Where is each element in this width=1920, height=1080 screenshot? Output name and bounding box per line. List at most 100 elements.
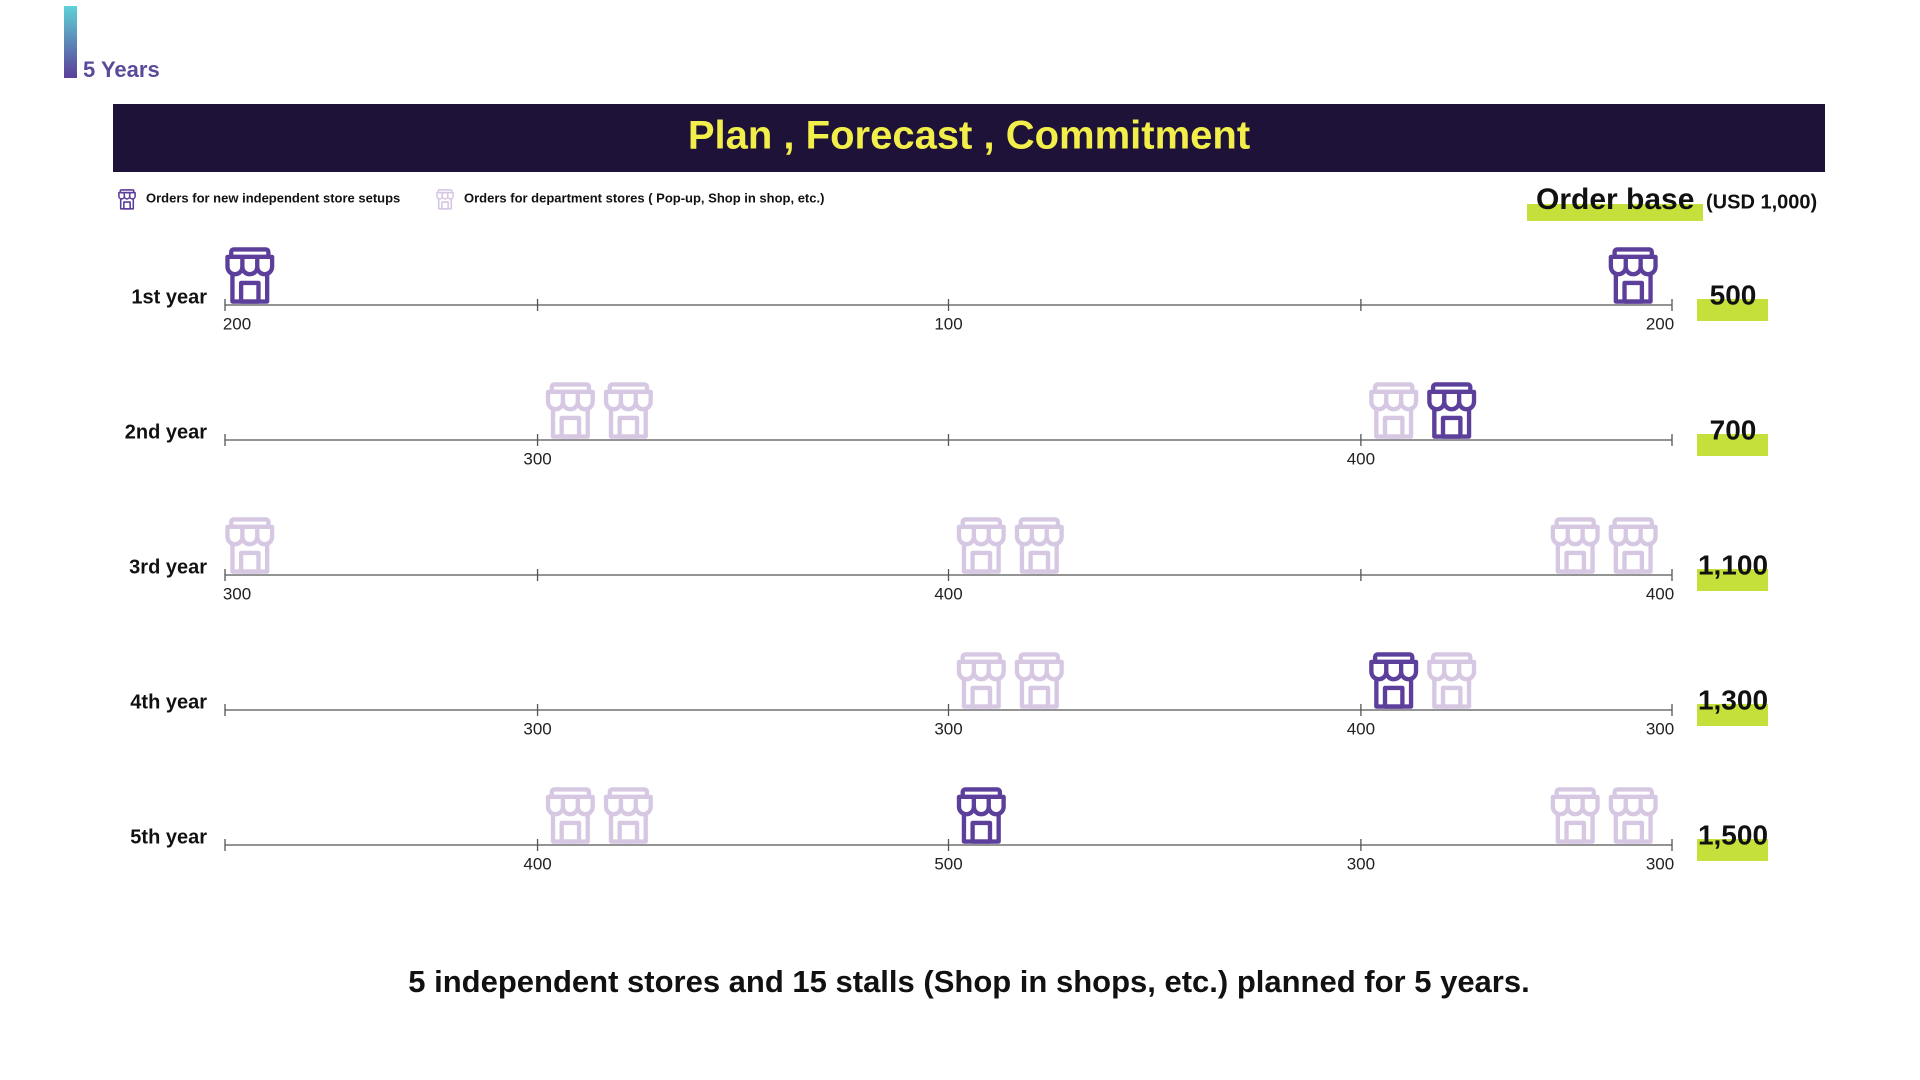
icon-body bbox=[1555, 543, 1595, 574]
tick-label: 500 bbox=[934, 854, 962, 873]
icon-door bbox=[617, 415, 640, 439]
icon-awning bbox=[1369, 659, 1419, 682]
icon-awning bbox=[1608, 524, 1658, 547]
year-label: 4th year bbox=[130, 691, 207, 713]
store-icon bbox=[1608, 517, 1658, 574]
store-icon bbox=[225, 517, 275, 574]
total-highlight bbox=[1697, 839, 1768, 861]
icon-door bbox=[1622, 280, 1645, 304]
icon-body bbox=[550, 813, 590, 844]
tick-label: 300 bbox=[523, 449, 551, 468]
order-base: Order base bbox=[1536, 183, 1694, 216]
icon-door bbox=[970, 550, 993, 574]
store-icon bbox=[603, 787, 653, 844]
title-bar bbox=[113, 104, 1825, 172]
icon-door bbox=[238, 550, 261, 574]
icon-door bbox=[559, 415, 582, 439]
icon-body bbox=[230, 543, 270, 574]
total-highlight bbox=[1697, 569, 1768, 591]
icon-door bbox=[1622, 820, 1645, 844]
icon-door bbox=[1028, 685, 1051, 709]
icon-door bbox=[1440, 415, 1463, 439]
icon-awning bbox=[225, 254, 275, 277]
legend-icon bbox=[118, 189, 136, 210]
icon-awning bbox=[956, 659, 1006, 682]
icon-door bbox=[970, 820, 993, 844]
tick-label: 100 bbox=[934, 314, 962, 333]
store-icon bbox=[1014, 652, 1064, 709]
icon-awning bbox=[1608, 794, 1658, 817]
tick-label: 300 bbox=[1347, 854, 1375, 873]
icon-door bbox=[441, 201, 449, 210]
icon-body bbox=[1555, 813, 1595, 844]
icon-door bbox=[1440, 685, 1463, 709]
store-icon bbox=[545, 382, 595, 439]
icon-awning bbox=[603, 389, 653, 412]
icon-awning bbox=[603, 794, 653, 817]
icon-awning bbox=[545, 794, 595, 817]
highlight bbox=[1527, 204, 1703, 221]
icon-door bbox=[1622, 550, 1645, 574]
icon-awning bbox=[956, 524, 1006, 547]
legend-label: Orders for department stores ( Pop-up, S… bbox=[464, 190, 824, 205]
footer: 5 independent stores and 15 stalls (Shop… bbox=[408, 964, 1529, 999]
icon-awning bbox=[436, 191, 454, 200]
tick-label: 400 bbox=[934, 584, 962, 603]
store-icon bbox=[1427, 652, 1477, 709]
tick-label: 400 bbox=[1347, 719, 1375, 738]
icon-body bbox=[961, 678, 1001, 709]
year-label: 1st year bbox=[131, 286, 207, 308]
icon-awning bbox=[118, 191, 136, 200]
icon-body bbox=[550, 407, 590, 439]
legend-label: Orders for new independent store setups bbox=[146, 190, 400, 205]
title: Plan , Forecast , Commitment bbox=[688, 114, 1250, 158]
icon-body bbox=[437, 198, 453, 210]
store-icon bbox=[545, 787, 595, 844]
tick-label: 300 bbox=[1646, 719, 1674, 738]
store-icon bbox=[225, 247, 275, 304]
icon-door bbox=[1382, 685, 1405, 709]
store-icon bbox=[956, 517, 1006, 574]
store-icon bbox=[1369, 652, 1419, 709]
icon-awning bbox=[1550, 524, 1600, 547]
legend-icon bbox=[436, 189, 454, 210]
tick-label: 200 bbox=[1646, 314, 1674, 333]
icon-door bbox=[617, 820, 640, 844]
store-icon bbox=[1014, 517, 1064, 574]
icon-awning bbox=[1427, 659, 1477, 682]
tag: 5 Years bbox=[83, 57, 160, 82]
icon-body bbox=[1374, 407, 1414, 439]
icon-body bbox=[608, 407, 648, 439]
icon-body bbox=[1019, 678, 1059, 709]
tick-label: 300 bbox=[1646, 854, 1674, 873]
store-icon bbox=[1608, 247, 1658, 304]
icon-awning bbox=[545, 389, 595, 412]
icon-body bbox=[1613, 543, 1653, 574]
icon-awning bbox=[1608, 254, 1658, 277]
icon-body bbox=[961, 543, 1001, 574]
icon-door bbox=[970, 685, 993, 709]
order-base-unit: (USD 1,000) bbox=[1706, 191, 1817, 213]
icon-body bbox=[119, 198, 135, 210]
store-icon bbox=[956, 787, 1006, 844]
tick-label: 400 bbox=[1646, 584, 1674, 603]
icon-awning bbox=[1014, 524, 1064, 547]
total: 1,300 bbox=[1698, 684, 1768, 715]
icon-door bbox=[559, 820, 582, 844]
icon-body bbox=[1432, 407, 1472, 439]
icon-body bbox=[230, 273, 270, 304]
year-label: 3rd year bbox=[129, 556, 207, 578]
store-icon bbox=[1427, 382, 1477, 439]
icon-awning bbox=[1369, 389, 1419, 412]
icon-body bbox=[1432, 678, 1472, 709]
tick-label: 300 bbox=[223, 584, 251, 603]
icon-awning bbox=[1427, 389, 1477, 412]
icon-door bbox=[1564, 550, 1587, 574]
year-label: 5th year bbox=[130, 826, 207, 848]
tick-label: 400 bbox=[523, 854, 551, 873]
total: 1,100 bbox=[1698, 549, 1768, 580]
total: 700 bbox=[1710, 414, 1757, 445]
tick-label: 300 bbox=[934, 719, 962, 738]
store-icon bbox=[956, 652, 1006, 709]
